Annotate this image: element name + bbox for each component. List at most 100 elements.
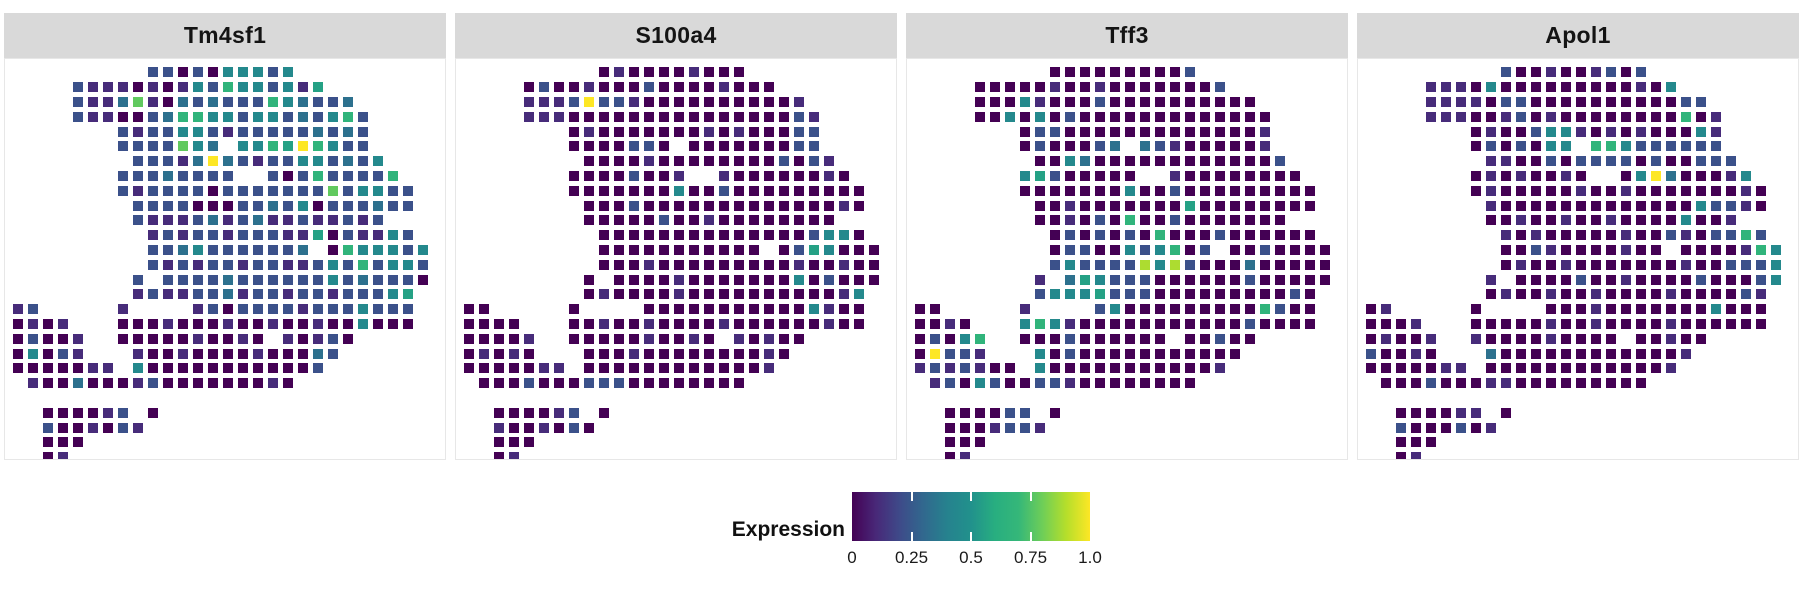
spot — [1215, 319, 1225, 329]
spot — [1245, 171, 1255, 181]
spot — [584, 319, 594, 329]
spot — [809, 245, 819, 255]
spot — [73, 333, 83, 344]
spot — [614, 97, 624, 107]
spot — [1561, 230, 1571, 241]
spot — [1696, 333, 1706, 344]
spot — [313, 141, 323, 152]
spot — [73, 407, 83, 418]
spot — [223, 82, 233, 93]
spot — [1681, 200, 1691, 211]
spot — [1320, 245, 1330, 255]
spot — [118, 97, 128, 107]
spot — [1095, 141, 1105, 152]
spot — [719, 156, 729, 167]
spot — [283, 289, 293, 300]
spot — [689, 378, 699, 389]
spot — [1561, 363, 1571, 374]
spot — [1546, 348, 1556, 359]
spot — [1636, 378, 1646, 389]
spot — [193, 274, 203, 285]
spot — [629, 348, 639, 359]
spot — [268, 156, 278, 167]
spot — [1561, 67, 1571, 78]
spot — [1546, 141, 1556, 152]
spot — [208, 185, 218, 196]
spot — [298, 348, 308, 359]
spot — [1531, 126, 1541, 137]
spot — [268, 245, 278, 255]
spot — [1666, 156, 1676, 167]
spot — [1140, 200, 1150, 211]
spot — [178, 274, 188, 285]
spot — [824, 245, 834, 255]
spot — [1546, 230, 1556, 241]
spot — [403, 274, 413, 285]
spot — [1621, 289, 1631, 300]
spot — [1696, 111, 1706, 122]
spot — [313, 185, 323, 196]
spot — [1035, 97, 1045, 107]
spot — [1621, 111, 1631, 122]
spot — [1110, 319, 1120, 329]
spot — [945, 348, 955, 359]
spot — [223, 319, 233, 329]
colorbar-tick — [910, 532, 913, 541]
spot — [1080, 82, 1090, 93]
spot — [644, 333, 654, 344]
spot — [73, 97, 83, 107]
spot — [1516, 171, 1526, 181]
spot — [524, 333, 534, 344]
facet-title: S100a4 — [635, 22, 717, 48]
spot — [1666, 97, 1676, 107]
spot — [1035, 319, 1045, 329]
spot — [1681, 185, 1691, 196]
spot — [1546, 200, 1556, 211]
spot — [734, 378, 744, 389]
spot — [674, 126, 684, 137]
spot — [1185, 363, 1195, 374]
spot — [1621, 185, 1631, 196]
spot — [1621, 274, 1631, 285]
spot — [1170, 67, 1180, 78]
spot — [178, 245, 188, 255]
spot — [283, 111, 293, 122]
spot — [1666, 319, 1676, 329]
spot — [509, 422, 519, 433]
spot — [1050, 82, 1060, 93]
spot — [1020, 171, 1030, 181]
spot — [1170, 304, 1180, 315]
spot — [1576, 67, 1586, 78]
spot — [569, 304, 579, 315]
spot — [1606, 200, 1616, 211]
spot — [1095, 304, 1105, 315]
spot — [1125, 156, 1135, 167]
spot — [148, 111, 158, 122]
spot — [794, 97, 804, 107]
spot — [148, 141, 158, 152]
spot — [313, 363, 323, 374]
spot — [1110, 274, 1120, 285]
spot — [629, 67, 639, 78]
spot — [343, 274, 353, 285]
spot — [1696, 171, 1706, 181]
spot — [704, 141, 714, 152]
spot — [990, 111, 1000, 122]
spot — [975, 97, 985, 107]
spot — [1155, 200, 1165, 211]
spot — [1531, 141, 1541, 152]
spot — [975, 111, 985, 122]
spot — [644, 82, 654, 93]
spot — [1441, 363, 1451, 374]
spot — [1080, 348, 1090, 359]
spot — [1546, 97, 1556, 107]
spot — [193, 289, 203, 300]
spot — [1155, 141, 1165, 152]
spot — [1110, 259, 1120, 270]
spot — [238, 230, 248, 241]
spot — [689, 97, 699, 107]
spot — [223, 245, 233, 255]
spot — [283, 274, 293, 285]
spot — [298, 171, 308, 181]
spot — [734, 259, 744, 270]
